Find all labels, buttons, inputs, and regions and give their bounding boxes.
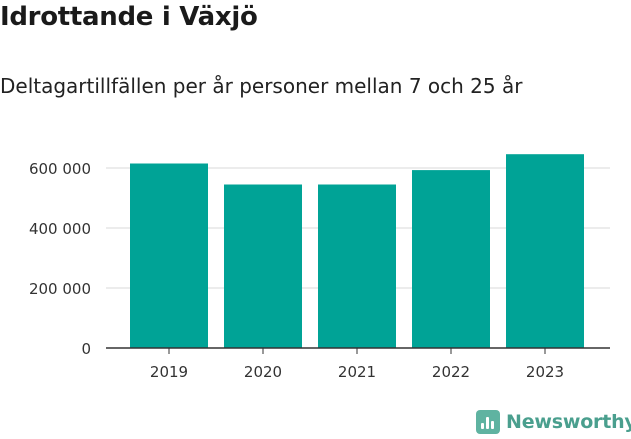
x-tick-label: 2020 (244, 363, 282, 381)
chart-subtitle: Deltagartillfällen per år personer mella… (0, 74, 523, 98)
bar (224, 184, 302, 348)
bar (506, 154, 584, 348)
x-tick-label: 2021 (338, 363, 376, 381)
y-tick-label: 600 000 (29, 160, 91, 178)
newsworthy-logo: Newsworthy (476, 408, 631, 436)
bar-chart: 0 200 000 400 000 600 000 2019 2020 2021 2022 20… (29, 154, 610, 381)
newsworthy-logo-icon (476, 410, 500, 434)
chart-title: Idrottande i Växjö (0, 2, 258, 32)
x-tick-label: 2019 (150, 363, 188, 381)
bar (130, 163, 208, 348)
y-tick-label: 400 000 (29, 220, 91, 238)
x-tick-label: 2022 (432, 363, 470, 381)
x-tick-label: 2023 (526, 363, 564, 381)
bar (412, 170, 490, 348)
y-tick-label: 0 (81, 340, 91, 358)
y-tick-label: 200 000 (29, 280, 91, 298)
brand-name: Newsworthy (506, 411, 631, 433)
bar (318, 184, 396, 348)
